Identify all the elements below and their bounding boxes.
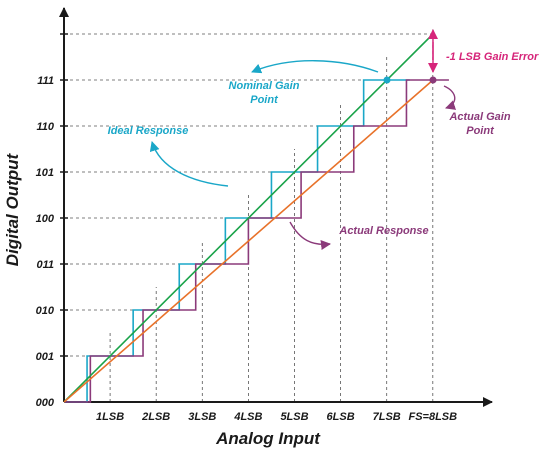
x-tick-label: 6LSB (327, 411, 355, 423)
x-tick-label: 2LSB (141, 411, 170, 423)
x-tick-label: 3LSB (188, 411, 216, 423)
nominal-gain-label-line1: Nominal Gain (229, 80, 300, 92)
gain-error-label: -1 LSB Gain Error (446, 51, 539, 63)
nominal-gain-point-marker (383, 76, 391, 84)
actual-response-label: Actual Response (338, 225, 428, 237)
x-tick-label: 1LSB (96, 411, 124, 423)
ideal-transfer-line (63, 33, 434, 403)
x-tick-label: 4LSB (233, 411, 262, 423)
y-tick-label: 001 (36, 351, 54, 363)
x-tick-label: 7LSB (373, 411, 401, 423)
y-tick-label: 111 (37, 75, 54, 87)
actual-gain-arrow (443, 85, 457, 110)
nominal-gain-label-line2: Point (250, 94, 279, 106)
actual-gain-point-marker (429, 76, 437, 84)
ideal-response-arrow (149, 141, 229, 187)
x-tick-label: FS=8LSB (408, 411, 457, 423)
y-tick-label: 101 (36, 167, 54, 179)
x-axis-title: Analog Input (215, 429, 321, 448)
y-tick-labels: 000 001 010 011 100 101 110 111 (36, 75, 55, 409)
y-tick-label: 000 (36, 397, 55, 409)
y-tick-label: 010 (36, 305, 55, 317)
y-tick-marks (60, 33, 68, 357)
y-tick-label: 011 (36, 259, 54, 271)
nominal-gain-arrow (251, 60, 379, 74)
grid-guides (64, 29, 434, 402)
y-tick-label: 100 (36, 213, 55, 225)
x-tick-label: 5LSB (280, 411, 308, 423)
actual-gain-label-line1: Actual Gain (448, 111, 510, 123)
ideal-response-label: Ideal Response (108, 125, 189, 137)
actual-gain-label-line2: Point (466, 125, 495, 137)
x-tick-labels: 1LSB 2LSB 3LSB 4LSB 5LSB 6LSB 7LSB FS=8LSB (96, 411, 457, 423)
y-axis-title: Digital Output (3, 152, 22, 266)
actual-transfer-line (63, 79, 434, 403)
actual-response-arrow (289, 221, 331, 250)
y-tick-label: 110 (36, 121, 54, 133)
